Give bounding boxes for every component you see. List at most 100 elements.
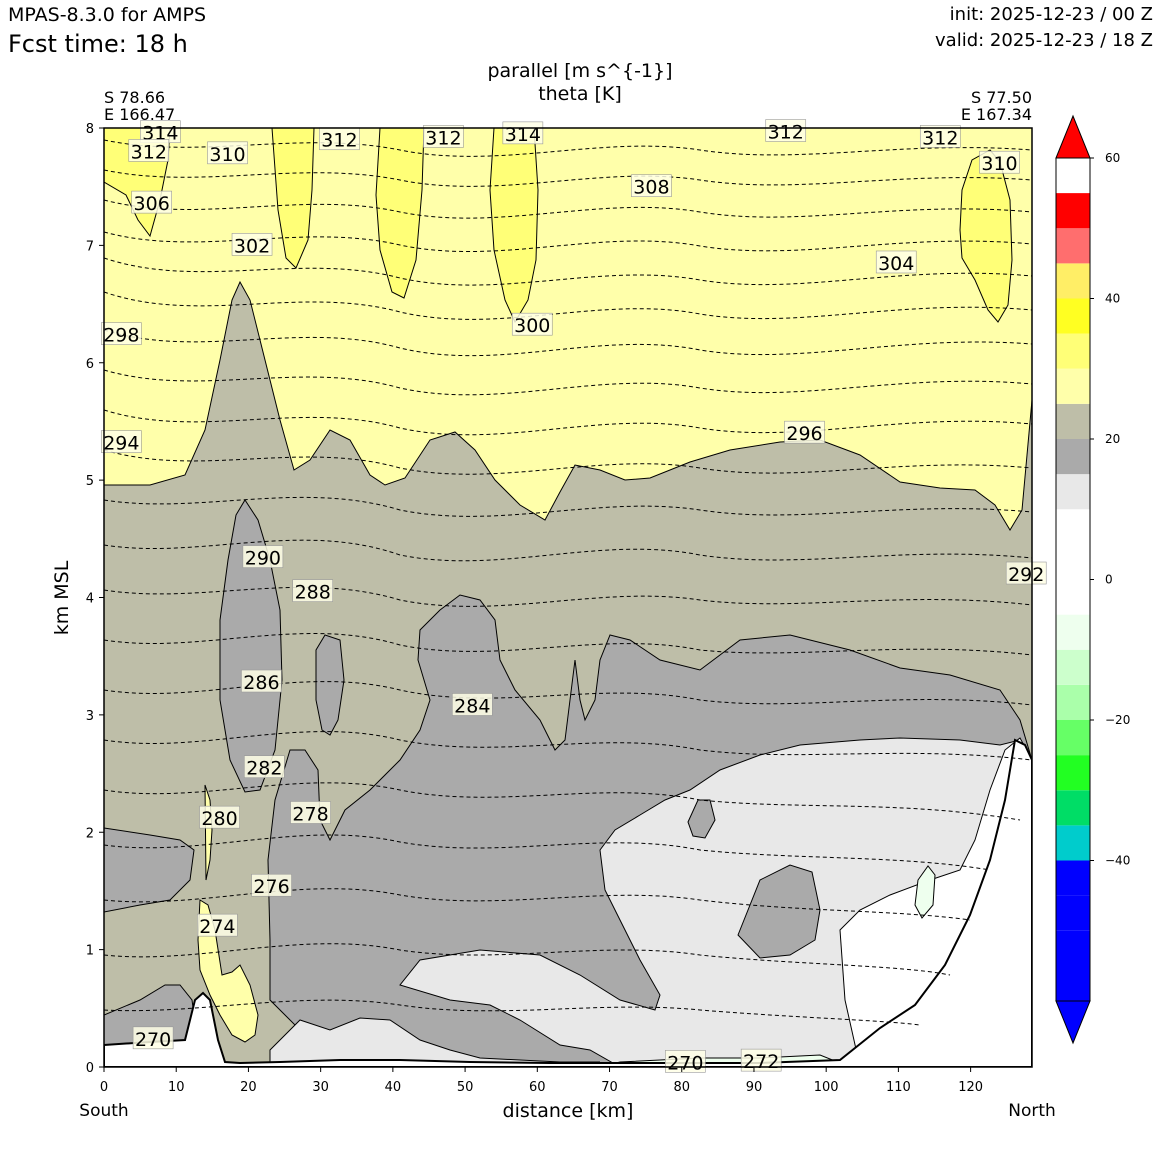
x-tick-label: 50 bbox=[457, 1080, 474, 1095]
theta-label-box bbox=[101, 430, 142, 453]
y-tick-label: 4 bbox=[86, 592, 94, 607]
theta-label-box bbox=[919, 125, 961, 148]
wind-fill-30-35 bbox=[104, 128, 1013, 324]
theta-label-text: 312 bbox=[321, 130, 357, 152]
colorbar: 60 40 20 0 −20 −40 bbox=[1055, 114, 1130, 1045]
theta-label-box bbox=[740, 1048, 782, 1072]
colorbar-segment bbox=[1056, 298, 1090, 334]
theta-label-box bbox=[1005, 561, 1047, 585]
theta-label-box bbox=[292, 579, 334, 602]
theta-label: 296 bbox=[784, 420, 825, 445]
chart-subtitle: theta [K] bbox=[538, 83, 622, 105]
theta-label-text: 296 bbox=[786, 423, 822, 445]
theta-label-box bbox=[784, 420, 825, 444]
x-tick-label: 120 bbox=[958, 1080, 983, 1095]
start-latitude: S 78.66 bbox=[104, 88, 166, 107]
theta-label: 304 bbox=[875, 250, 917, 275]
colorbar-tick-label: 20 bbox=[1105, 432, 1120, 446]
theta-label-box bbox=[511, 312, 553, 336]
colorbar-segment bbox=[1056, 614, 1090, 650]
colorbar-segment bbox=[1056, 895, 1090, 931]
y-tick-label: 3 bbox=[86, 709, 94, 724]
theta-label: 282 bbox=[244, 755, 285, 780]
theta-label-text: 302 bbox=[234, 235, 270, 257]
theta-label-box bbox=[242, 545, 284, 568]
x-tick-label: 30 bbox=[312, 1080, 329, 1095]
theta-label: 270 bbox=[665, 1050, 706, 1074]
y-tick-label: 6 bbox=[86, 357, 94, 372]
x-tick-label: 60 bbox=[529, 1080, 546, 1095]
end-longitude: E 167.34 bbox=[960, 105, 1032, 124]
colorbar-tick-label: 40 bbox=[1105, 292, 1120, 306]
theta-label-text: 270 bbox=[135, 1029, 171, 1051]
theta-label-text: 312 bbox=[768, 122, 804, 144]
colorbar-segment bbox=[1056, 439, 1090, 475]
theta-label-text: 276 bbox=[253, 876, 289, 898]
theta-label-box bbox=[244, 755, 285, 778]
theta-label: 284 bbox=[452, 693, 493, 717]
theta-label: 276 bbox=[251, 873, 292, 898]
colorbar-tick-label: 0 bbox=[1105, 573, 1113, 587]
x-tick-label: 20 bbox=[240, 1080, 257, 1095]
theta-label: 298 bbox=[101, 322, 142, 347]
theta-label: 290 bbox=[242, 545, 284, 570]
theta-label: 302 bbox=[231, 233, 273, 257]
colorbar-segment bbox=[1056, 684, 1090, 720]
theta-label-text: 292 bbox=[1008, 564, 1044, 586]
theta-label: 308 bbox=[631, 174, 672, 199]
theta-label: 270 bbox=[132, 1026, 174, 1051]
theta-label: 312 bbox=[128, 139, 170, 163]
end-latitude: S 77.50 bbox=[970, 88, 1032, 107]
colorbar-segment bbox=[1056, 193, 1090, 229]
y-axis: 0 1 2 3 4 5 6 7 8 bbox=[86, 122, 104, 1076]
colorbar-segment bbox=[1056, 860, 1090, 896]
x-tick-label: 10 bbox=[168, 1080, 185, 1095]
theta-label-text: 270 bbox=[667, 1052, 703, 1074]
theta-label-box bbox=[290, 801, 331, 824]
theta-label-box bbox=[251, 873, 292, 897]
theta-label: 278 bbox=[290, 801, 331, 825]
theta-label: 294 bbox=[101, 430, 142, 455]
theta-label-text: 272 bbox=[743, 1051, 779, 1073]
theta-label: 312 bbox=[423, 125, 464, 149]
model-title: MPAS-8.3.0 for AMPS bbox=[8, 4, 207, 26]
theta-label-text: 310 bbox=[209, 144, 245, 166]
colorbar-segment bbox=[1056, 579, 1090, 615]
theta-label-box bbox=[131, 190, 172, 214]
x-axis: 0 10 20 30 40 50 60 70 80 90 100 110 120 bbox=[100, 1067, 983, 1095]
theta-label-text: 282 bbox=[246, 758, 282, 780]
colorbar-over-triangle bbox=[1055, 114, 1091, 159]
y-tick-label: 7 bbox=[86, 239, 94, 254]
theta-label-box bbox=[128, 139, 170, 162]
start-longitude: E 166.47 bbox=[104, 105, 176, 124]
chart-title: parallel [m s^{-1}] bbox=[487, 60, 673, 82]
theta-label-text: 290 bbox=[245, 548, 281, 570]
theta-label-box bbox=[631, 174, 672, 197]
terrain bbox=[104, 738, 1032, 1067]
theta-label-box bbox=[101, 322, 142, 345]
y-tick-label: 0 bbox=[86, 1061, 94, 1076]
theta-label: 310 bbox=[979, 150, 1020, 175]
theta-label: 306 bbox=[131, 190, 172, 215]
colorbar-segment bbox=[1056, 544, 1090, 580]
colorbar-segment bbox=[1056, 333, 1090, 369]
forecast-time: Fcst time: 18 h bbox=[8, 30, 188, 58]
colorbar-segment bbox=[1056, 368, 1090, 404]
colorbar-segment bbox=[1056, 649, 1090, 685]
theta-label-box bbox=[132, 1026, 174, 1050]
theta-isolines bbox=[104, 139, 1032, 1026]
colorbar-tick-label: −40 bbox=[1105, 854, 1130, 868]
theta-label-text: 312 bbox=[131, 141, 167, 163]
theta-label: 274 bbox=[197, 913, 238, 938]
north-direction-label: North bbox=[1008, 1101, 1056, 1121]
colorbar-segment bbox=[1056, 403, 1090, 439]
theta-label-box bbox=[765, 119, 807, 142]
theta-label: 280 bbox=[199, 805, 240, 830]
theta-label-text: 310 bbox=[981, 153, 1017, 175]
theta-label-box bbox=[199, 805, 240, 829]
colorbar-segment bbox=[1056, 509, 1090, 545]
colorbar-segment bbox=[1056, 228, 1090, 264]
colorbar-segment bbox=[1056, 790, 1090, 826]
theta-label-text: 300 bbox=[514, 315, 550, 337]
